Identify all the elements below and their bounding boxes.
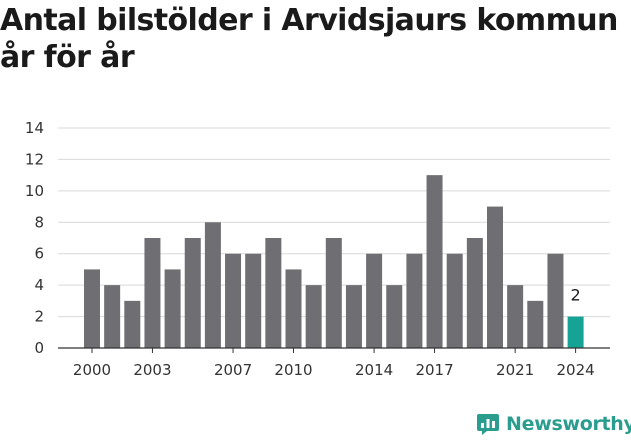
bar	[124, 300, 141, 348]
bar	[305, 285, 322, 348]
y-tick-label: 14	[25, 119, 44, 137]
bar	[366, 253, 383, 348]
data-labels: 2	[571, 286, 581, 305]
x-tick-label: 2000	[73, 361, 111, 379]
x-tick-label: 2003	[133, 361, 171, 379]
y-tick-label: 12	[25, 150, 44, 168]
y-tick-label: 10	[25, 182, 44, 200]
bar	[245, 253, 262, 348]
y-tick-label: 8	[34, 213, 44, 231]
bar	[466, 238, 483, 348]
bar-chart: 0 2 4 6 8 10 12 14 2000 2003 2007 2010 2014 2017 2021…	[25, 119, 610, 379]
data-label: 2	[571, 286, 581, 305]
bar	[265, 238, 282, 348]
bar	[104, 285, 121, 348]
bar	[285, 269, 302, 348]
x-tick-label: 2021	[496, 361, 534, 379]
x-tick-label: 2017	[415, 361, 453, 379]
y-tick-label: 4	[34, 276, 44, 294]
y-axis-tick-labels: 0 2 4 6 8 10 12 14	[25, 119, 44, 357]
x-axis	[58, 347, 610, 353]
bar	[527, 300, 544, 348]
x-tick-label: 2010	[274, 361, 312, 379]
x-tick-label: 2007	[214, 361, 252, 379]
bar	[144, 238, 161, 348]
brand-logo: Newsworthy	[476, 408, 631, 440]
x-tick-label: 2014	[355, 361, 393, 379]
bar	[325, 238, 342, 348]
bar	[204, 222, 221, 348]
bar	[507, 285, 524, 348]
bar	[164, 269, 181, 348]
y-tick-label: 0	[34, 339, 44, 357]
bar	[225, 253, 242, 348]
bar-highlight	[567, 316, 584, 348]
bar	[345, 285, 362, 348]
bar	[487, 206, 503, 348]
bar	[426, 175, 443, 348]
bar	[547, 253, 564, 348]
brand-name: Newsworthy	[506, 413, 631, 435]
chart-title: Antal bilstölder i Arvidsjaurs kommun år…	[0, 3, 618, 75]
newsworthy-logo-icon	[477, 414, 499, 435]
y-tick-label: 2	[34, 308, 44, 326]
bar	[406, 253, 423, 348]
bar	[386, 285, 403, 348]
x-tick-label: 2024	[557, 361, 595, 379]
bar	[84, 269, 100, 348]
bars	[84, 175, 584, 348]
bar	[184, 238, 201, 348]
y-tick-label: 6	[34, 245, 44, 263]
x-axis-tick-labels: 2000 2003 2007 2010 2014 2017 2021 2024	[73, 361, 595, 379]
bar	[446, 253, 463, 348]
